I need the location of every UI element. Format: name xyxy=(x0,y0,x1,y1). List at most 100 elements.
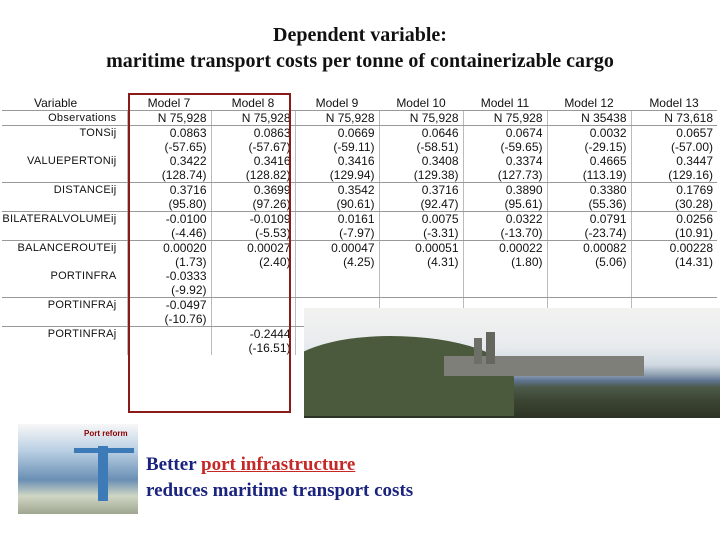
table-cell: 0.00022 xyxy=(463,240,548,255)
table-cell xyxy=(379,269,464,283)
tower-shape xyxy=(486,332,495,364)
table-cell: -0.2444 xyxy=(211,326,296,341)
table-cell: N 35438 xyxy=(547,110,632,126)
header-model: Model 7 xyxy=(127,96,211,111)
variable-name: Observations xyxy=(2,110,128,126)
table-cell: (55.36) xyxy=(547,197,632,212)
table-cell: (1.73) xyxy=(127,255,212,269)
title-line-1: Dependent variable: xyxy=(273,24,447,46)
table-cell xyxy=(211,283,296,298)
table-row: (-57.65) (-57.67) (-59.11) (-58.51) (-59.65)… xyxy=(2,140,717,154)
table-cell: N 75,928 xyxy=(463,110,548,126)
table-cell: (-3.31) xyxy=(379,226,464,241)
variable-name: PORTINFRA xyxy=(2,269,128,283)
table-cell: N 75,928 xyxy=(211,110,296,126)
variable-name xyxy=(2,168,128,183)
slide-title: Dependent variable: maritime transport c… xyxy=(0,22,720,74)
table-cell xyxy=(211,269,296,283)
table-row: (-9.92) xyxy=(2,283,717,298)
table-cell: 0.3408 xyxy=(379,154,464,168)
table-cell: (-58.51) xyxy=(379,140,464,154)
table-cell: (-29.15) xyxy=(547,140,632,154)
table-cell: (30.28) xyxy=(631,197,717,212)
table-cell xyxy=(547,283,632,298)
table-row: PORTINFRA -0.0333 xyxy=(2,269,717,283)
table-cell: 0.00027 xyxy=(211,240,296,255)
table-cell: (-59.11) xyxy=(295,140,380,154)
crane-photo: Port reform xyxy=(18,424,138,514)
table-cell: (4.25) xyxy=(295,255,380,269)
table-cell xyxy=(463,269,548,283)
table-cell: (-13.70) xyxy=(463,226,548,241)
table-cell: (-57.67) xyxy=(211,140,296,154)
table-cell: 0.00082 xyxy=(547,240,632,255)
table-cell: (14.31) xyxy=(674,255,713,269)
regression-table: Variable Model 7 Model 8 Model 9 Model 10 Mod… xyxy=(2,96,717,355)
header-model: Model 13 xyxy=(631,96,717,111)
table-cell: (2.40) xyxy=(211,255,296,269)
variable-name: TONSij xyxy=(2,125,128,140)
table-cell xyxy=(295,269,380,283)
table-cell: 0.0646 xyxy=(379,125,464,140)
table-cell: -0.0100 xyxy=(127,211,212,226)
table-cell: (-4.46) xyxy=(127,226,212,241)
table-cell: 0.0863 xyxy=(127,125,212,140)
table-cell: N 73,618 xyxy=(631,110,717,126)
table-cell xyxy=(631,269,717,283)
table-cell: N 75,928 xyxy=(295,110,380,126)
table-cell: 0.3416 xyxy=(295,154,380,168)
table-cell: 0.3890 xyxy=(463,182,548,197)
variable-name: BILATERALVOLUMEij xyxy=(2,211,128,226)
table-cell xyxy=(379,283,464,298)
table-cell: 0.0161 xyxy=(295,211,380,226)
table-cell: (129.38) xyxy=(379,168,464,183)
table-cell: 0.0256 xyxy=(676,212,713,226)
table-cell: N 75,928 xyxy=(127,110,212,126)
table-cell: (129.94) xyxy=(295,168,380,183)
variable-name xyxy=(2,140,128,154)
table-cell: 0.3416 xyxy=(211,154,296,168)
table-cell xyxy=(295,283,380,298)
table-cell: 0.0791 xyxy=(547,211,632,226)
table-body: Observations N 75,928 N 75,928 N 75,928 N 75… xyxy=(2,110,717,355)
table-cell: 0.0863 xyxy=(211,125,296,140)
table-cell: 0.4665 xyxy=(547,154,632,168)
caption-line-2: reduces maritime transport costs xyxy=(146,480,414,501)
caption-line-1: Better port infrastructure xyxy=(146,452,413,478)
variable-name: PORTINFRAj xyxy=(2,326,128,341)
variable-name: PORTINFRAj xyxy=(2,297,128,312)
table-cell xyxy=(631,283,717,298)
table-cell xyxy=(211,297,296,312)
table-cell: (129.16) xyxy=(631,168,717,183)
table-cell: (-9.92) xyxy=(127,283,212,298)
header-model: Model 8 xyxy=(211,96,295,111)
table-row: (1.73) (2.40) (4.25) (4.31) (1.80) (5.06) (14.… xyxy=(2,255,717,269)
table-row: VALUEPERTONij 0.3422 0.3416 0.3416 0.3408 0.3… xyxy=(2,154,717,168)
table-cell: (128.74) xyxy=(127,168,212,183)
table-cell: 0.0669 xyxy=(295,125,380,140)
table-cell: (-23.74) xyxy=(547,226,632,241)
table-cell: (92.47) xyxy=(379,197,464,212)
header-model: Model 10 xyxy=(379,96,463,111)
table-cell: -0.0497 xyxy=(127,297,212,312)
table-cell: (-57.00) xyxy=(670,140,713,154)
table-cell: N 75,928 xyxy=(379,110,464,126)
table-cell: 0.0674 xyxy=(463,125,548,140)
table-cell: 0.3716 xyxy=(379,182,464,197)
table-cell: 0.3374 xyxy=(463,154,548,168)
table-cell: (-57.65) xyxy=(127,140,212,154)
table-cell: (4.31) xyxy=(379,255,464,269)
table-cell: -0.0109 xyxy=(211,211,296,226)
table-row: (95.80) (97.26) (90.61) (92.47) (95.61) (55.3… xyxy=(2,197,717,212)
table-cell: 0.3447 xyxy=(676,154,713,168)
header-model: Model 12 xyxy=(547,96,631,111)
header-model: Model 9 xyxy=(295,96,379,111)
table-cell: (1.80) xyxy=(463,255,548,269)
tower-shape xyxy=(474,338,482,364)
table-cell: 0.3699 xyxy=(211,182,296,197)
highlight-box-models-7-8 xyxy=(128,93,291,413)
variable-name xyxy=(2,283,128,298)
table-cell: (113.19) xyxy=(547,168,632,183)
table-cell: (5.06) xyxy=(547,255,632,269)
variable-name xyxy=(2,312,128,327)
